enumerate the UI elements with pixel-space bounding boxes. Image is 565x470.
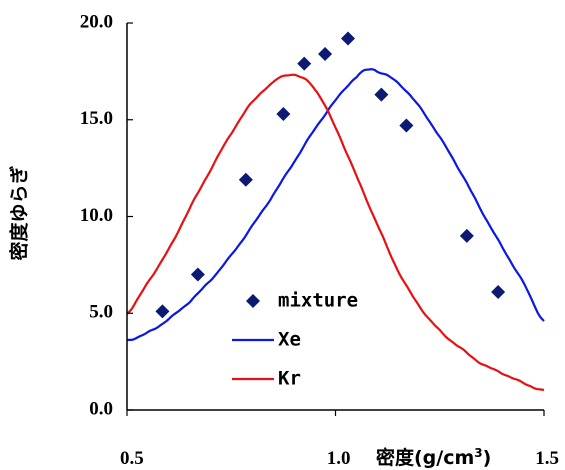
legend-label-Kr: Kr (278, 368, 301, 390)
data-point-mixture (238, 172, 253, 187)
data-point-mixture (318, 46, 333, 61)
y-tick-label: 20.0 (80, 11, 113, 32)
data-point-mixture (459, 228, 474, 243)
y-ticks: 0.0 5.0 10.0 15.0 20.0 (80, 11, 133, 419)
x-axis-title-superscript: 3 (474, 446, 482, 460)
series-line-Kr (126, 73, 545, 392)
y-tick-label: 15.0 (80, 108, 113, 129)
y-tick-label: 10.0 (80, 205, 113, 226)
x-tick-label: 0.5 (120, 448, 144, 469)
y-tick-label: 5.0 (89, 302, 113, 323)
data-point-mixture (190, 267, 205, 282)
x-tick-label: 1.5 (535, 448, 559, 469)
data-point-mixture (399, 118, 414, 133)
data-point-mixture (374, 87, 389, 102)
legend: mixture Xe Kr (232, 290, 358, 390)
x-axis-title-main: 密度(g/cm (376, 446, 474, 469)
legend-label-mixture: mixture (278, 290, 358, 312)
x-tick-label: 1.0 (327, 448, 351, 469)
data-point-mixture (341, 31, 356, 46)
data-point-mixture (155, 304, 170, 319)
y-axis-title: 密度ゆらぎ (8, 165, 31, 260)
plot-points (155, 31, 506, 319)
x-ticks: 0.5 1.0 1.5 (120, 410, 559, 469)
data-point-mixture (491, 284, 506, 299)
y-tick-label: 0.0 (89, 398, 113, 419)
legend-label-Xe: Xe (278, 329, 301, 351)
x-axis-title: 密度(g/cm3) (376, 446, 491, 469)
x-axis-title-close: ) (483, 447, 492, 469)
data-point-mixture (297, 56, 312, 71)
legend-marker-mixture (246, 294, 260, 308)
plot-lines (126, 68, 545, 392)
series-line-Xe (126, 68, 545, 342)
data-point-mixture (276, 106, 291, 121)
